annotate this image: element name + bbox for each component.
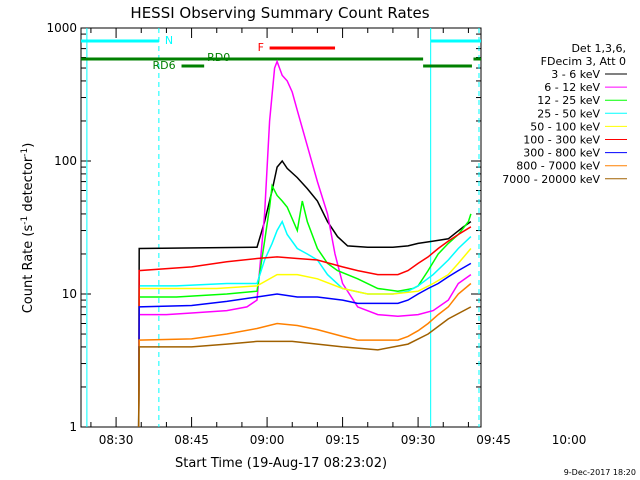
series-line <box>137 248 472 428</box>
x-tick-label: 09:00 <box>250 433 285 447</box>
x-tick-label: 10:00 <box>552 433 587 447</box>
x-tick-label: 09:45 <box>476 433 511 447</box>
series-line <box>137 219 472 428</box>
y-tick-label: 1000 <box>46 21 77 35</box>
series-line <box>137 183 472 428</box>
series-line <box>137 262 472 428</box>
legend-entry-label: 7000 - 20000 keV <box>502 173 600 186</box>
legend-entry-label: 3 - 6 keV <box>551 68 600 81</box>
legend-entry-label: 300 - 800 keV <box>523 147 600 160</box>
x-axis-label: Start Time (19-Aug-17 08:23:02) <box>175 456 387 471</box>
x-axis: 08:30 08:45 09:00 09:15 09:30 09:45 10:00 <box>90 28 587 447</box>
rd6-label: RD6 <box>153 59 176 72</box>
series-line <box>137 306 472 428</box>
legend-header-detectors: Det 1,3,6, <box>571 42 626 55</box>
y-axis: 1 10 100 1000 <box>46 21 481 434</box>
y-tick-label: 1 <box>69 420 77 434</box>
x-tick-label: 08:30 <box>99 433 134 447</box>
legend-entry-label: 25 - 50 keV <box>537 107 600 120</box>
series-line <box>137 159 472 428</box>
x-tick-label: 09:30 <box>401 433 436 447</box>
series-line <box>137 282 472 428</box>
series-line <box>137 226 472 428</box>
x-tick-label: 08:45 <box>174 433 209 447</box>
y-axis-label: Count Rate (s-1 detector-1) <box>20 143 36 314</box>
legend-header-decimation: FDecim 3, Att 0 <box>541 55 626 68</box>
series-lines <box>137 59 472 428</box>
legend-entry-label: 100 - 300 keV <box>523 134 600 147</box>
flare-label: F <box>258 41 264 54</box>
legend-entry-label: 6 - 12 keV <box>544 81 600 94</box>
y-tick-label: 100 <box>54 154 77 168</box>
night-label: N <box>165 34 173 47</box>
series-line <box>137 59 472 428</box>
legend-entry-label: 50 - 100 keV <box>530 120 600 133</box>
observing-intervals: N F RD0 RD6 <box>81 28 481 427</box>
plot-frame <box>80 27 482 428</box>
rd0-label: RD0 <box>207 51 230 64</box>
chart-title: HESSI Observing Summary Count Rates <box>130 4 429 22</box>
x-tick-label: 09:15 <box>325 433 360 447</box>
legend-entry-label: 12 - 25 keV <box>537 94 600 107</box>
y-tick-label: 10 <box>62 287 77 301</box>
legend-entry-label: 800 - 7000 keV <box>516 160 600 173</box>
date-stamp: 9-Dec-2017 18:20 <box>564 468 636 477</box>
